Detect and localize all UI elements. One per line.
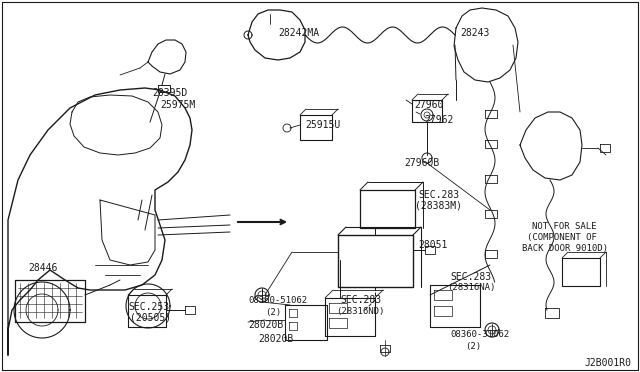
Text: SEC.283: SEC.283: [418, 190, 459, 200]
Text: (28383M): (28383M): [415, 200, 462, 210]
Text: SEC.283: SEC.283: [450, 272, 491, 282]
Text: 25915U: 25915U: [305, 120, 340, 130]
Text: 27962: 27962: [424, 115, 453, 125]
Text: SEC.253: SEC.253: [128, 302, 169, 312]
Text: 28395D: 28395D: [152, 88, 188, 98]
Text: SEC.283: SEC.283: [340, 295, 381, 305]
Text: 28020B: 28020B: [258, 334, 293, 344]
Text: (28316NA): (28316NA): [447, 283, 495, 292]
Text: BACK DOOR 9010D): BACK DOOR 9010D): [522, 244, 608, 253]
Text: 25975M: 25975M: [160, 100, 195, 110]
Text: 28446: 28446: [28, 263, 58, 273]
Text: 08360-31062: 08360-31062: [450, 330, 509, 339]
Text: (2): (2): [265, 308, 281, 317]
Text: 27960: 27960: [414, 100, 444, 110]
Text: 28051: 28051: [418, 240, 447, 250]
Text: (28316ND): (28316ND): [336, 307, 385, 316]
Text: 28243: 28243: [460, 28, 490, 38]
Text: (2): (2): [465, 342, 481, 351]
Text: J2B001R0: J2B001R0: [584, 358, 631, 368]
Text: (20505): (20505): [130, 313, 171, 323]
Text: NOT FOR SALE: NOT FOR SALE: [532, 222, 596, 231]
Text: 28020B: 28020B: [248, 320, 284, 330]
Text: 27960B: 27960B: [404, 158, 439, 168]
Text: 08360-51062: 08360-51062: [248, 296, 307, 305]
Text: 28242MA: 28242MA: [278, 28, 319, 38]
Text: (COMPONENT OF: (COMPONENT OF: [527, 233, 597, 242]
